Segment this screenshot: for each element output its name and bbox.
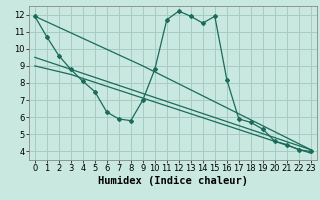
X-axis label: Humidex (Indice chaleur): Humidex (Indice chaleur) [98, 176, 248, 186]
